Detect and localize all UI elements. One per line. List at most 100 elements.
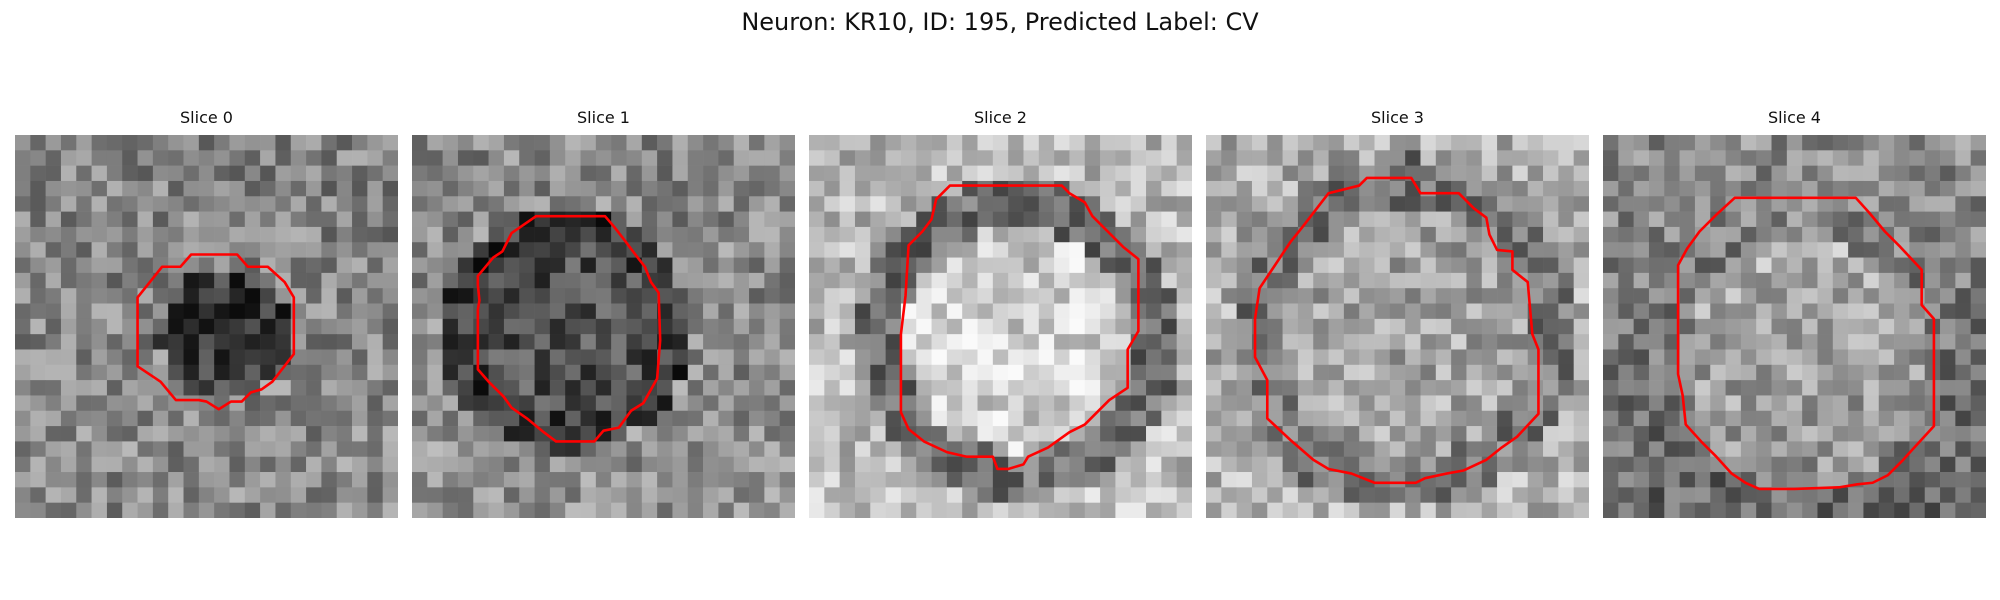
image-pixel bbox=[870, 303, 886, 320]
image-pixel bbox=[916, 364, 932, 381]
image-pixel bbox=[1481, 502, 1498, 518]
image-pixel bbox=[1894, 303, 1910, 320]
image-pixel bbox=[1863, 288, 1880, 304]
image-pixel bbox=[1038, 180, 1055, 197]
image-pixel bbox=[367, 180, 383, 197]
image-pixel bbox=[1648, 303, 1665, 320]
image-pixel bbox=[1069, 272, 1086, 289]
image-pixel bbox=[1328, 150, 1345, 166]
image-pixel bbox=[1054, 334, 1070, 350]
image-pixel bbox=[91, 395, 108, 412]
image-pixel bbox=[382, 364, 398, 381]
image-pixel bbox=[1817, 426, 1834, 442]
image-pixel bbox=[1497, 380, 1513, 396]
image-pixel bbox=[809, 472, 825, 488]
image-pixel bbox=[382, 135, 398, 151]
image-pixel bbox=[60, 180, 77, 197]
image-pixel bbox=[672, 334, 689, 350]
image-pixel bbox=[1527, 441, 1544, 458]
image-pixel bbox=[244, 318, 261, 335]
image-pixel bbox=[1221, 211, 1237, 228]
image-pixel bbox=[718, 180, 735, 197]
image-pixel bbox=[565, 196, 581, 212]
image-pixel bbox=[260, 334, 276, 350]
image-pixel bbox=[60, 196, 77, 212]
image-pixel bbox=[779, 135, 795, 151]
image-pixel bbox=[367, 502, 383, 518]
image-pixel bbox=[749, 426, 765, 442]
image-pixel bbox=[1481, 196, 1498, 212]
image-pixel bbox=[1451, 196, 1467, 212]
image-pixel bbox=[1359, 456, 1375, 473]
image-pixel bbox=[275, 410, 292, 427]
image-pixel bbox=[1878, 272, 1895, 289]
image-pixel bbox=[1084, 242, 1101, 258]
image-pixel bbox=[1603, 303, 1619, 320]
image-pixel bbox=[168, 165, 184, 182]
image-pixel bbox=[1832, 303, 1849, 320]
image-pixel bbox=[931, 456, 948, 473]
image-pixel bbox=[1481, 364, 1498, 381]
image-pixel bbox=[457, 242, 474, 258]
image-pixel bbox=[1161, 364, 1177, 381]
image-pixel bbox=[229, 456, 246, 473]
image-pixel bbox=[152, 349, 169, 366]
image-pixel bbox=[290, 180, 307, 197]
image-pixel bbox=[1466, 334, 1483, 350]
image-pixel bbox=[1176, 150, 1192, 166]
image-pixel bbox=[1008, 395, 1024, 412]
image-pixel bbox=[76, 441, 92, 458]
image-pixel bbox=[503, 426, 520, 442]
image-pixel bbox=[321, 135, 338, 151]
image-pixel bbox=[703, 380, 719, 396]
image-pixel bbox=[183, 288, 200, 304]
image-pixel bbox=[229, 410, 246, 427]
image-pixel bbox=[580, 472, 597, 488]
image-pixel bbox=[916, 472, 932, 488]
image-pixel bbox=[1603, 135, 1619, 151]
image-pixel bbox=[870, 165, 886, 182]
image-pixel bbox=[382, 226, 398, 243]
image-pixel bbox=[1679, 211, 1696, 228]
image-pixel bbox=[76, 456, 92, 473]
image-pixel bbox=[687, 257, 704, 274]
image-pixel bbox=[15, 395, 31, 412]
image-pixel bbox=[1558, 487, 1574, 503]
image-pixel bbox=[1970, 456, 1986, 473]
image-pixel bbox=[1679, 487, 1696, 503]
image-pixel bbox=[352, 257, 368, 274]
image-pixel bbox=[1909, 196, 1926, 212]
image-pixel bbox=[321, 472, 338, 488]
image-pixel bbox=[962, 288, 978, 304]
image-pixel bbox=[45, 502, 62, 518]
image-pixel bbox=[1543, 426, 1559, 442]
image-pixel bbox=[1115, 456, 1132, 473]
image-pixel bbox=[1710, 272, 1726, 289]
image-pixel bbox=[1863, 303, 1880, 320]
image-pixel bbox=[870, 426, 886, 442]
image-pixel bbox=[321, 441, 338, 458]
image-pixel bbox=[1389, 487, 1406, 503]
image-pixel bbox=[1740, 456, 1757, 473]
image-pixel bbox=[1512, 303, 1529, 320]
image-pixel bbox=[275, 334, 292, 350]
image-pixel bbox=[91, 242, 108, 258]
image-pixel bbox=[870, 257, 886, 274]
image-pixel bbox=[733, 395, 750, 412]
image-pixel bbox=[1282, 380, 1299, 396]
image-pixel bbox=[1710, 334, 1726, 350]
image-pixel bbox=[1679, 272, 1696, 289]
image-pixel bbox=[1817, 196, 1834, 212]
image-pixel bbox=[1451, 441, 1467, 458]
image-pixel bbox=[992, 226, 1009, 243]
image-pixel bbox=[1648, 380, 1665, 396]
image-pixel bbox=[733, 487, 750, 503]
image-pixel bbox=[549, 165, 566, 182]
image-pixel bbox=[595, 135, 612, 151]
image-pixel bbox=[1008, 426, 1024, 442]
image-pixel bbox=[30, 364, 46, 381]
image-pixel bbox=[764, 334, 780, 350]
image-pixel bbox=[1343, 410, 1360, 427]
image-pixel bbox=[336, 487, 353, 503]
image-pixel bbox=[473, 334, 489, 350]
